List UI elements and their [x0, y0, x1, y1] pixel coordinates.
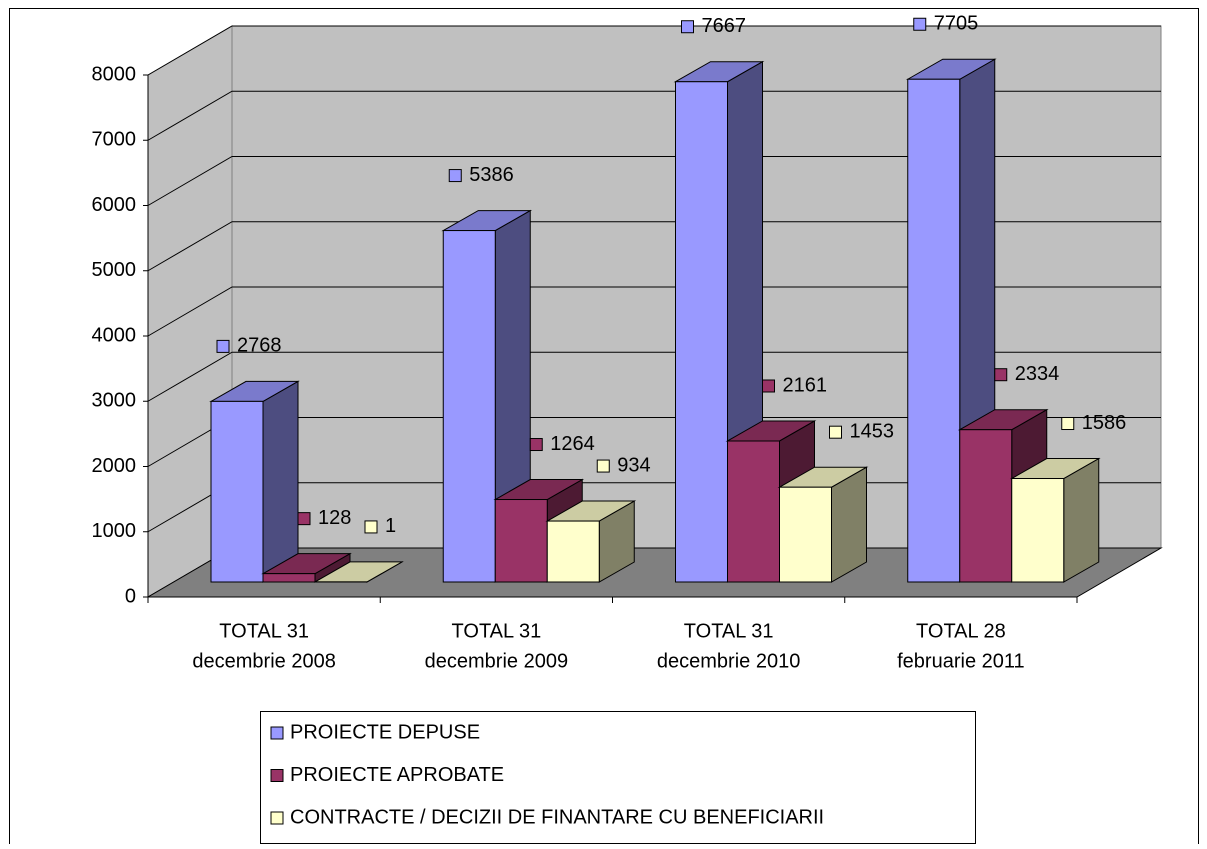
data-label: 934: [617, 454, 650, 476]
data-label-marker: [1062, 418, 1074, 430]
bar-front: [676, 82, 728, 582]
bar-side: [1064, 459, 1099, 582]
data-label-marker: [914, 18, 926, 30]
data-label-marker: [830, 426, 842, 438]
bar-front: [728, 441, 780, 582]
legend-label: PROIECTE DEPUSE: [290, 721, 480, 743]
x-tick-label: decembrie 2010: [657, 650, 800, 672]
bar: [1012, 459, 1099, 582]
x-tick-label: TOTAL 31: [452, 620, 542, 642]
bar-front: [780, 487, 832, 582]
bar: [780, 467, 867, 582]
legend-marker: [271, 770, 283, 782]
bar-front: [908, 79, 960, 582]
y-tick-label: 3000: [92, 390, 137, 412]
legend-marker: [271, 812, 283, 824]
y-tick-label: 0: [125, 585, 136, 607]
y-tick-label: 5000: [92, 259, 137, 281]
y-tick-label: 4000: [92, 324, 137, 346]
data-label: 1453: [850, 420, 895, 442]
data-label: 7705: [934, 13, 979, 35]
data-label-marker: [217, 340, 229, 352]
data-label: 7667: [702, 15, 747, 37]
bar-front: [443, 231, 495, 582]
data-label: 2334: [1015, 363, 1060, 385]
bar-front: [495, 500, 547, 582]
x-tick-label: decembrie 2008: [192, 650, 335, 672]
bar: [211, 381, 298, 582]
x-tick-label: decembrie 2009: [425, 650, 568, 672]
data-label-marker: [995, 369, 1007, 381]
data-label-marker: [449, 170, 461, 182]
legend-label: PROIECTE APROBATE: [290, 764, 504, 786]
x-tick-label: februarie 2011: [897, 650, 1025, 672]
bar-front: [547, 521, 599, 582]
legend-marker: [271, 727, 283, 739]
data-label: 2768: [237, 335, 282, 357]
data-label: 2161: [783, 374, 828, 396]
y-tick-label: 2000: [92, 455, 137, 477]
bar: [547, 501, 634, 582]
data-label-marker: [530, 439, 542, 451]
data-label-marker: [682, 21, 694, 33]
data-label: 1: [385, 515, 396, 537]
legend-label: CONTRACTE / DECIZII DE FINANTARE CU BENE…: [290, 806, 824, 828]
data-label: 128: [318, 507, 351, 529]
data-label-marker: [298, 513, 310, 525]
x-tick-label: TOTAL 31: [219, 620, 309, 642]
data-label-marker: [365, 521, 377, 533]
bar-front: [263, 574, 315, 582]
x-tick-label: TOTAL 31: [684, 620, 774, 642]
y-tick-label: 1000: [92, 520, 137, 542]
bar-front: [211, 401, 263, 582]
y-tick-label: 8000: [92, 63, 137, 85]
y-tick-label: 6000: [92, 194, 137, 216]
x-tick-label: TOTAL 28: [916, 620, 1006, 642]
data-label: 1586: [1082, 412, 1127, 434]
y-tick-label: 7000: [92, 129, 137, 151]
bar-side: [263, 381, 298, 582]
bar-front: [960, 430, 1012, 582]
data-label-marker: [597, 460, 609, 472]
data-label: 5386: [469, 164, 514, 186]
data-label: 1264: [550, 433, 595, 455]
data-label-marker: [763, 380, 775, 392]
bar-front: [1012, 479, 1064, 582]
